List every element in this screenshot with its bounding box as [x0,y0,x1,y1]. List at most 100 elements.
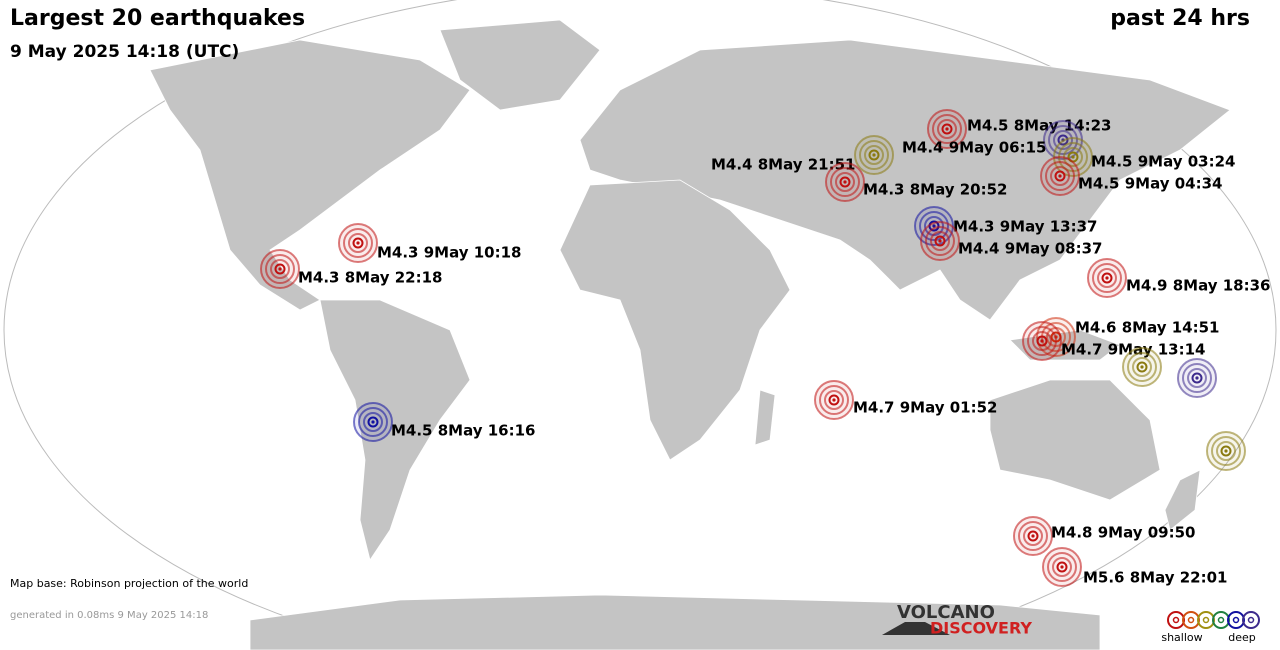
quake-ring [1136,361,1148,373]
quakes: M4.5 8May 14:23 M4.4 9May 06:15 M4.4 8May … [260,109,1271,587]
quake-ring [1127,352,1157,382]
title: Largest 20 earthquakes [10,6,305,31]
quake-ring [270,259,290,279]
quake-center [932,224,936,228]
quake-center [843,180,847,184]
quake-ring [367,416,379,428]
quake-ring [937,119,957,139]
quake-ring [1182,363,1212,393]
legend-ring [1197,611,1215,629]
quake-ring [1057,134,1069,146]
quake-label: M4.5 9May 04:34 [1078,175,1223,193]
quake-center [1031,534,1035,538]
quake-ring [1220,445,1232,457]
quake-ring [1052,557,1072,577]
quake-label: M4.4 9May 08:37 [958,240,1103,258]
quake-center [1058,174,1062,178]
quake-ring [934,235,946,247]
quake-ring [828,394,840,406]
quake-center [938,239,942,243]
quake-ring [343,228,373,258]
quake-label: M4.7 9May 01:52 [853,399,998,417]
quake-ring [1101,272,1113,284]
quake-center [1195,376,1199,380]
quake-label: M4.3 8May 20:52 [863,181,1008,199]
quake-center [1040,339,1044,343]
quake-ring [352,237,364,249]
quake-ring [864,145,884,165]
quake-label: M4.5 8May 14:23 [967,117,1112,135]
quake-ring [1018,521,1048,551]
quake-ring [868,149,880,161]
quake-ring [839,176,851,188]
quake-center [278,267,282,271]
quake-ring [932,114,962,144]
legend-dot [1232,616,1240,624]
map-base: Map base: Robinson projection of the wor… [10,577,248,590]
quake-center [1140,365,1144,369]
quake-label: M5.6 8May 22:01 [1083,569,1228,587]
quake-marker [1013,516,1053,556]
quake-ring [1054,170,1066,182]
legend-dot [1187,616,1195,624]
quake-marker [1087,258,1127,298]
quake-ring [1097,268,1117,288]
quake-ring [1023,526,1043,546]
quake-center [1060,565,1064,569]
quake-label: M4.5 9May 03:24 [1091,153,1236,171]
legend-deep: deep [1228,631,1256,644]
quake-marker [814,380,854,420]
quake-ring [1187,368,1207,388]
quake-label: M4.3 9May 13:37 [953,218,1098,236]
quake-label: M4.6 8May 14:51 [1075,319,1220,337]
period: past 24 hrs [1110,6,1250,31]
quake-ring [1027,326,1057,356]
quake-ring [1048,125,1078,155]
quake-marker [260,249,300,289]
legend-ring [1167,611,1185,629]
quake-ring [363,412,383,432]
legend-rings [1167,611,1260,629]
quake-label: M4.3 8May 22:18 [298,269,443,287]
quake-ring [1045,161,1075,191]
quake-marker [1042,547,1082,587]
quake-ring [348,233,368,253]
quake-ring [1053,130,1073,150]
legend-dot [1247,616,1255,624]
logo-line1: VOLCANO [897,602,995,623]
quake-marker [854,135,894,175]
legend-ring [1212,611,1230,629]
quake-marker [1177,358,1217,398]
quake-ring [1036,335,1048,347]
quake-ring [1211,436,1241,466]
quake-ring [1056,561,1068,573]
quake-marker [1122,347,1162,387]
quake-label: M4.5 8May 16:16 [391,422,536,440]
quake-center [356,241,360,245]
quake-ring [358,407,388,437]
quake-ring [1132,357,1152,377]
quake-ring [835,172,855,192]
quake-ring [941,123,953,135]
quake-center [832,398,836,402]
land [149,19,1231,650]
legend-ring [1227,611,1245,629]
quake-ring [819,385,849,415]
quake-ring [1032,331,1052,351]
quake-ring [1050,166,1070,186]
quake-ring [1047,552,1077,582]
quake-label: M4.3 9May 10:18 [377,244,522,262]
generated: generated in 0.08ms 9 May 2025 14:18 [10,610,208,621]
quake-ring [1216,441,1236,461]
quake-ring [919,211,949,241]
logo-line2: DISCOVERY [930,619,1032,638]
logo-icon [882,622,950,635]
quake-ring [1092,263,1122,293]
quake-ring [925,226,955,256]
quake-marker [914,206,954,246]
legend-ring [1242,611,1260,629]
quake-ring [824,390,844,410]
quake-ring [265,254,295,284]
quake-marker [1040,156,1080,196]
quake-ring [274,263,286,275]
